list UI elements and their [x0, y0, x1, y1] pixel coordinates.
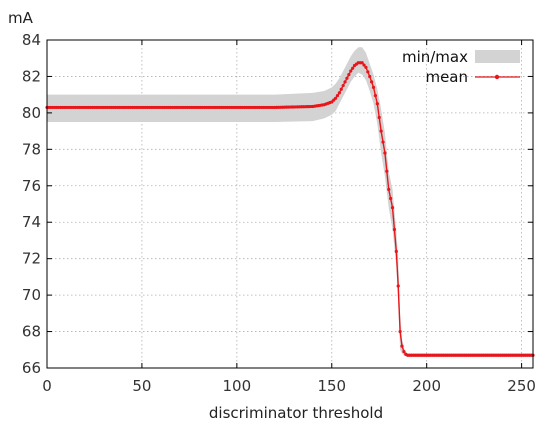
y-tick-label: 78: [22, 140, 41, 158]
mean-point: [392, 227, 397, 232]
y-tick-label: 80: [22, 104, 41, 122]
y-tick-label: 68: [22, 323, 41, 341]
mean-point: [349, 69, 353, 73]
mean-point: [351, 66, 355, 70]
mean-point: [385, 169, 389, 173]
mean-point: [364, 65, 368, 69]
x-axis-ticks: 0 50 100 150 200 250: [42, 40, 536, 395]
mean-point: [375, 102, 379, 106]
mean-point: [398, 329, 402, 334]
y-tick-label: 66: [22, 359, 41, 377]
y-tick-label: 74: [22, 213, 41, 231]
mean-point: [337, 91, 341, 95]
mean-point: [390, 206, 395, 210]
min-max-band-area: [47, 47, 533, 358]
legend-swatch-mean-point: [494, 74, 500, 80]
mean-point: [343, 80, 347, 84]
x-tick-label: 100: [223, 377, 252, 395]
x-tick-label: 0: [42, 377, 52, 395]
mean-point: [345, 76, 349, 80]
mean-point: [383, 151, 387, 155]
x-axis-label: discriminator threshold: [209, 404, 383, 422]
mean-point: [389, 196, 393, 201]
y-axis-ticks: 66 68 70 72 74 76 78 80 82 84: [22, 31, 533, 377]
y-tick-label: 82: [22, 67, 41, 85]
mean-point: [347, 73, 351, 77]
grid: [47, 40, 533, 368]
mean-point: [387, 187, 391, 192]
x-tick-label: 250: [507, 377, 536, 395]
min-max-band: [47, 47, 533, 358]
x-tick-label: 200: [412, 377, 441, 395]
y-axis-label: mA: [8, 9, 34, 27]
plot-frame: [46, 39, 534, 369]
x-tick-label: 150: [317, 377, 346, 395]
legend: min/max mean: [402, 48, 520, 86]
mean-point: [341, 83, 345, 88]
y-tick-label: 84: [22, 31, 41, 49]
mean-point: [360, 61, 364, 65]
y-tick-label: 76: [22, 177, 41, 195]
y-tick-label: 72: [22, 250, 41, 268]
mean-point: [370, 80, 374, 84]
mean-point: [394, 249, 398, 253]
mean-point: [373, 93, 378, 98]
legend-label-min-max: min/max: [402, 48, 468, 66]
mean-point: [400, 344, 404, 348]
mean-point: [335, 93, 340, 98]
mean-point: [381, 140, 385, 144]
mean-point: [402, 350, 406, 354]
mean-point: [371, 85, 376, 89]
mean-point: [362, 63, 366, 67]
x-tick-label: 50: [132, 377, 151, 395]
mean-point: [379, 129, 383, 133]
mean-point: [339, 87, 343, 91]
mean-point: [396, 284, 400, 288]
legend-label-mean: mean: [425, 68, 468, 86]
mean-point: [377, 115, 381, 120]
mean-point: [368, 74, 372, 79]
mean-point: [333, 96, 338, 100]
legend-swatch-min-max: [475, 50, 520, 63]
mean-series: [45, 61, 535, 357]
mean-point: [366, 70, 370, 74]
y-tick-label: 70: [22, 286, 41, 304]
